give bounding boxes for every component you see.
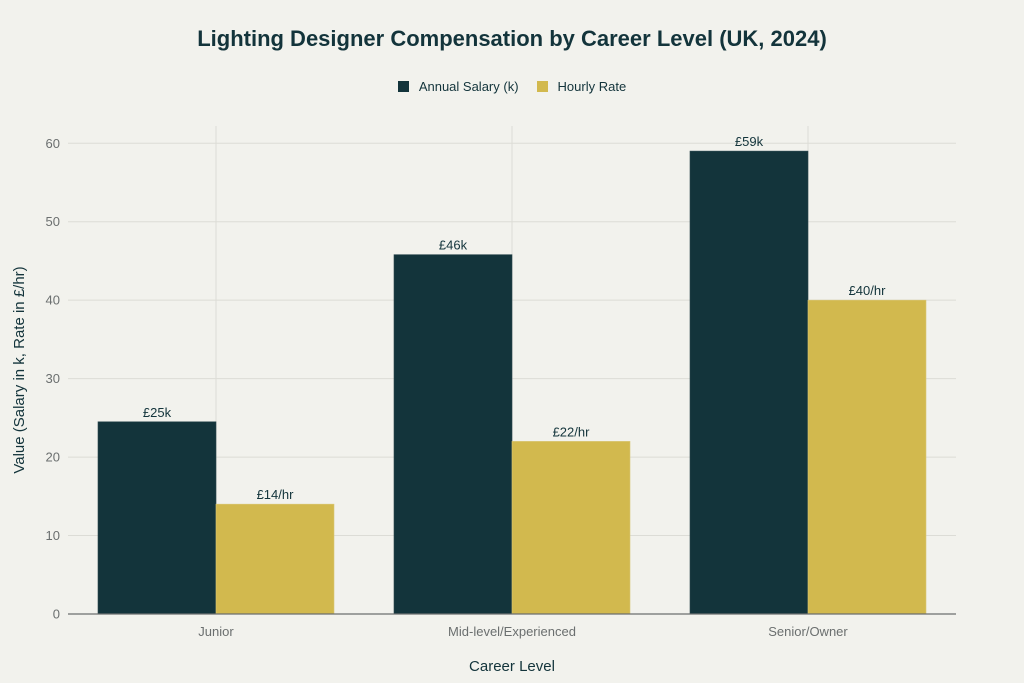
x-axis-title: Career Level — [469, 658, 555, 675]
x-tick-label: Senior/Owner — [768, 624, 848, 639]
legend-item-annual-salary[interactable]: Annual Salary (k) — [397, 79, 519, 94]
bar-annual-salary — [97, 421, 217, 615]
legend-swatch-hourly-rate — [536, 81, 548, 92]
legend-item-hourly-rate[interactable]: Hourly Rate — [536, 79, 627, 94]
y-tick-label: 20 — [46, 450, 60, 465]
x-tick-label: Mid-level/Experienced — [448, 624, 576, 639]
bar-labels: £25k £46k £59k £14/hr £22/hr £40/hr — [143, 134, 886, 502]
y-axis-title: Value (Salary in k, Rate in £/hr) — [11, 266, 28, 473]
bar-data-label: £59k — [735, 134, 764, 149]
legend-label-annual-salary: Annual Salary (k) — [418, 79, 519, 94]
bar-data-label: £25k — [143, 405, 172, 420]
y-tick-label: 50 — [46, 214, 60, 229]
y-tick-label: 30 — [46, 371, 60, 386]
y-tick-label: 10 — [46, 528, 60, 543]
legend: Annual Salary (k) Hourly Rate — [0, 79, 1024, 94]
bar-annual-salary — [689, 150, 809, 615]
bars — [97, 150, 927, 615]
bar-hourly-rate — [511, 441, 631, 615]
bar-annual-salary — [393, 254, 513, 615]
y-tick-label: 0 — [53, 607, 60, 622]
y-tick-label: 40 — [46, 293, 60, 308]
bar-data-label: £22/hr — [553, 424, 591, 439]
bar-hourly-rate — [807, 299, 927, 615]
y-tick-label: 60 — [46, 136, 60, 151]
bar-data-label: £14/hr — [257, 487, 295, 502]
bar-data-label: £46k — [439, 238, 468, 253]
chart-title: Lighting Designer Compensation by Career… — [197, 26, 827, 51]
x-tick-label: Junior — [198, 624, 234, 639]
bar-data-label: £40/hr — [849, 283, 887, 298]
bar-hourly-rate — [215, 503, 335, 615]
axes: 0 10 20 30 40 50 60 Junior Mid-level/Experienced… — [46, 136, 956, 639]
legend-swatch-annual-salary — [397, 81, 409, 92]
legend-label-hourly-rate: Hourly Rate — [557, 79, 627, 94]
